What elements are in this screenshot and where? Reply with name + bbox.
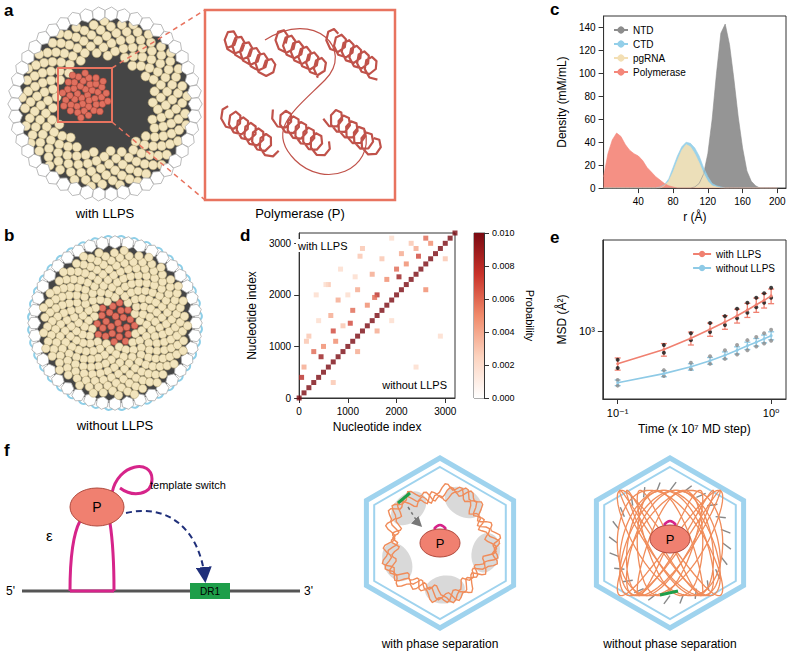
svg-text:3': 3' (304, 584, 313, 598)
svg-text:40: 40 (584, 137, 596, 148)
svg-text:10³: 10³ (579, 325, 595, 337)
svg-text:2000: 2000 (385, 406, 408, 417)
svg-text:80: 80 (668, 196, 680, 207)
svg-text:CTD: CTD (633, 39, 654, 50)
html-text:d: d (240, 226, 251, 245)
svg-text:80: 80 (584, 91, 596, 102)
svg-text:0.008: 0.008 (492, 261, 515, 271)
svg-text:120: 120 (579, 45, 596, 56)
html-text:c: c (550, 0, 560, 19)
svg-text:Nucleotide index: Nucleotide index (333, 420, 422, 434)
svg-text:template switch: template switch (150, 479, 226, 491)
svg-text:20: 20 (584, 160, 596, 171)
svg-text:100: 100 (579, 68, 596, 79)
svg-text:160: 160 (734, 196, 751, 207)
svg-text:10⁰: 10⁰ (763, 407, 780, 419)
svg-text:140: 140 (579, 22, 596, 33)
svg-text:MSD (Å²): MSD (Å²) (554, 295, 569, 345)
svg-text:with LLPS: with LLPS (715, 249, 761, 260)
svg-text:P: P (436, 536, 445, 551)
svg-text:pgRNA: pgRNA (633, 53, 666, 64)
svg-text:0: 0 (286, 393, 292, 404)
svg-text:without LLPS: without LLPS (715, 263, 775, 274)
svg-text:5': 5' (6, 584, 15, 598)
svg-text:Time (x 10⁷ MD step): Time (x 10⁷ MD step) (638, 422, 751, 436)
svg-text:60: 60 (584, 114, 596, 125)
svg-text:ε: ε (46, 527, 53, 544)
svg-text:3000: 3000 (434, 406, 457, 417)
svg-text:without LLPS: without LLPS (76, 418, 154, 433)
svg-text:Probability: Probability (524, 290, 536, 342)
svg-text:P: P (666, 532, 675, 547)
svg-text:0.000: 0.000 (492, 393, 515, 403)
html-text:b: b (4, 226, 15, 245)
svg-text:3000: 3000 (269, 238, 292, 249)
svg-text:0: 0 (296, 406, 302, 417)
svg-text:0.004: 0.004 (492, 327, 515, 337)
svg-text:without LLPS: without LLPS (381, 379, 447, 391)
svg-text:with LLPS: with LLPS (297, 240, 348, 252)
svg-text:40: 40 (633, 196, 645, 207)
svg-text:r (Å): r (Å) (683, 209, 706, 224)
svg-text:DR1: DR1 (200, 586, 220, 597)
svg-text:0: 0 (590, 183, 596, 194)
svg-text:Polymerase (P): Polymerase (P) (255, 206, 345, 221)
svg-text:P: P (92, 499, 101, 515)
svg-text:200: 200 (769, 196, 786, 207)
svg-text:1000: 1000 (337, 406, 360, 417)
svg-text:with LLPS: with LLPS (75, 206, 135, 221)
svg-text:0.006: 0.006 (492, 294, 515, 304)
svg-text:Density (mM/mL): Density (mM/mL) (555, 56, 569, 147)
svg-text:NTD: NTD (633, 25, 654, 36)
svg-text:2000: 2000 (269, 289, 292, 300)
svg-text:120: 120 (699, 196, 716, 207)
html-text:a: a (4, 1, 14, 20)
svg-text:10⁻¹: 10⁻¹ (607, 407, 629, 419)
svg-text:without phase separation: without phase separation (602, 637, 736, 651)
svg-text:0.002: 0.002 (492, 360, 515, 370)
svg-text:Polymerase: Polymerase (633, 67, 686, 78)
svg-text:1000: 1000 (269, 341, 292, 352)
svg-text:Nucleotide index: Nucleotide index (245, 271, 259, 360)
html-text:e: e (550, 228, 560, 247)
svg-text:0.010: 0.010 (492, 228, 515, 238)
svg-text:with phase separation: with phase separation (381, 637, 499, 651)
html-text:f: f (4, 441, 10, 460)
